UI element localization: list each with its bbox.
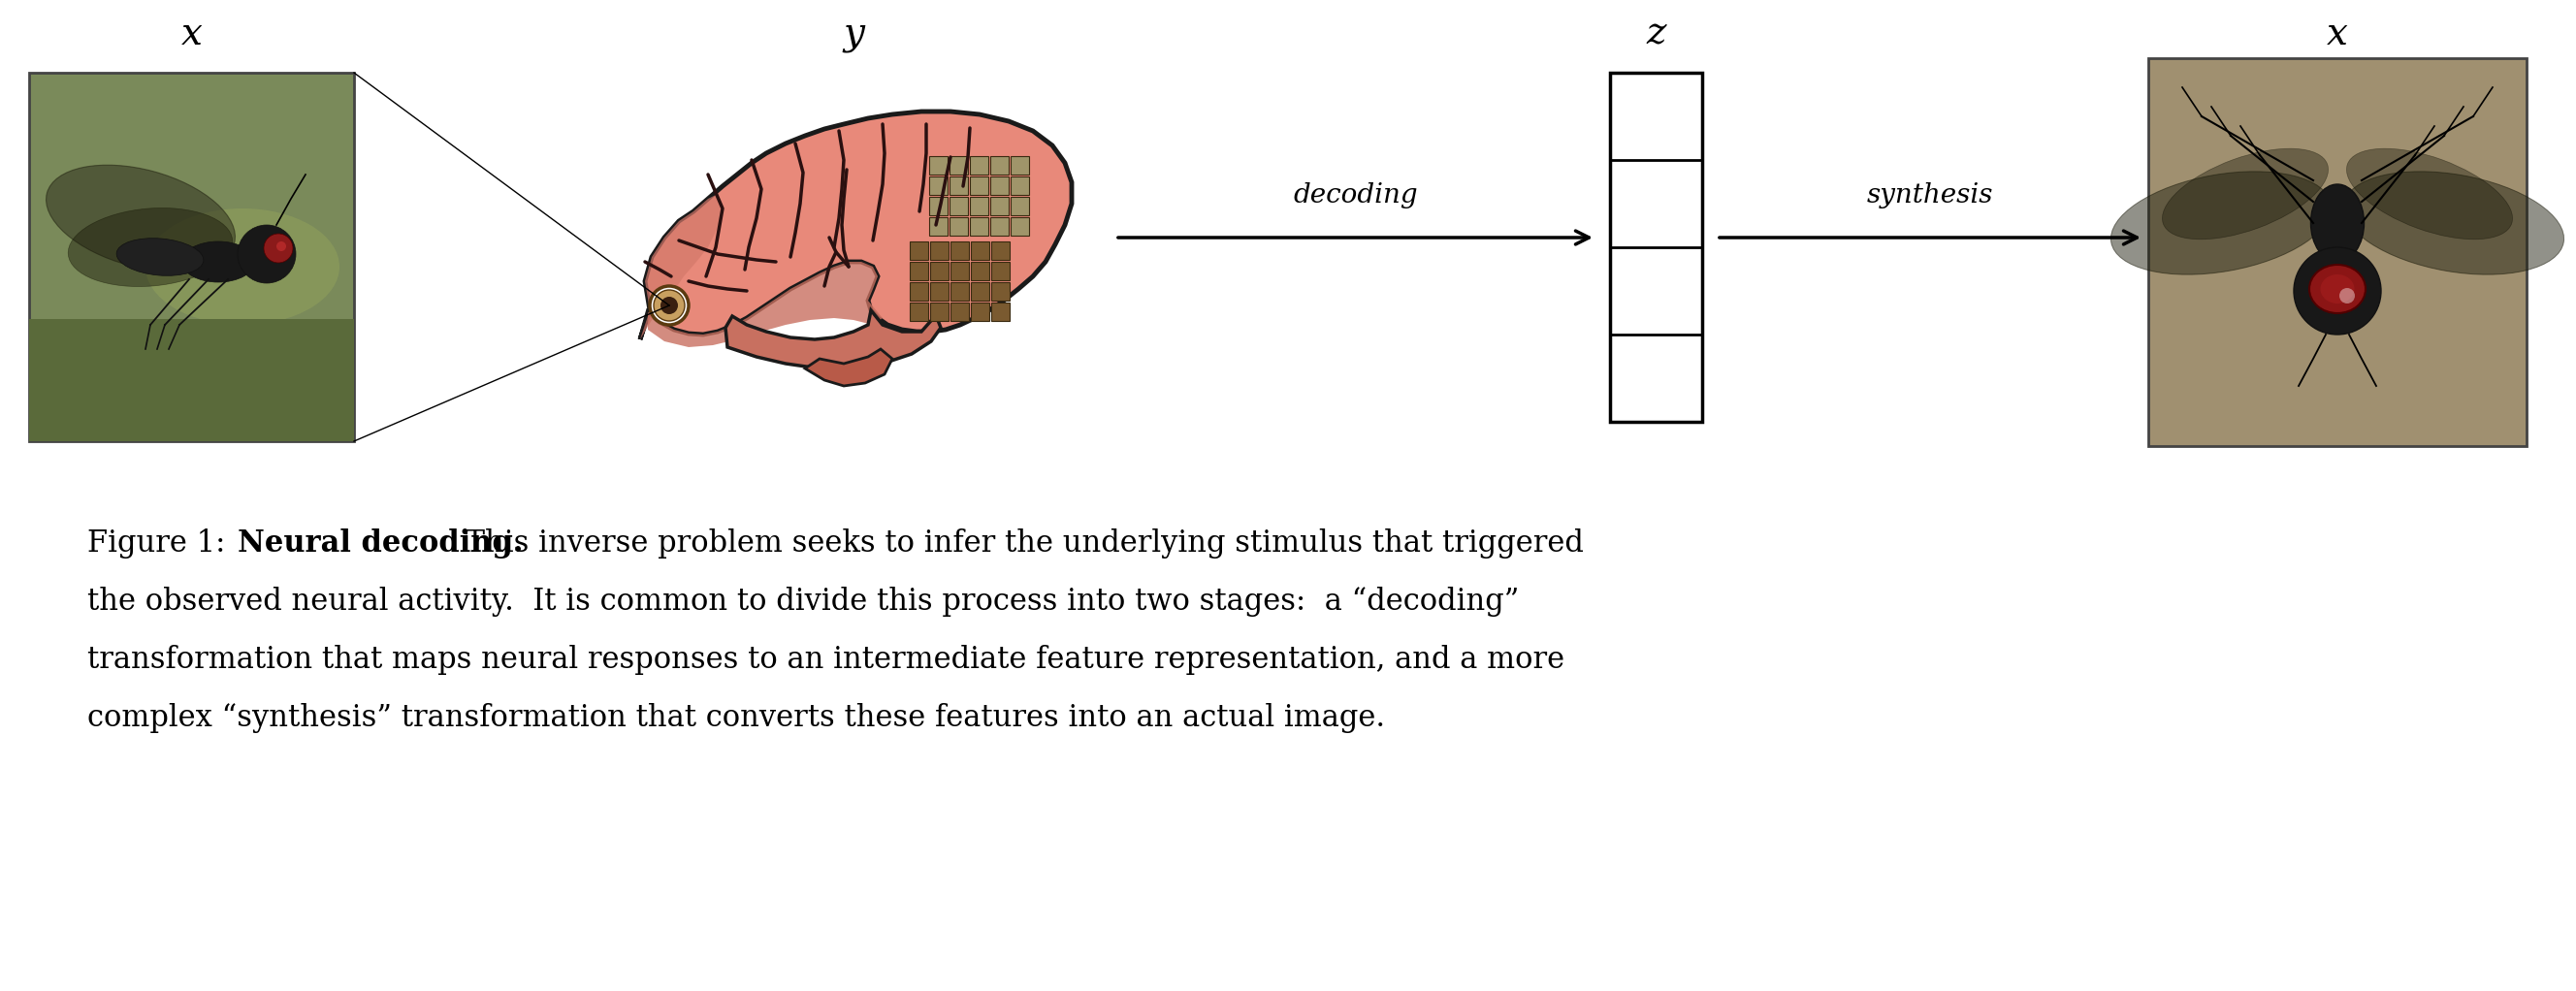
- Text: decoding: decoding: [1293, 182, 1417, 208]
- Text: complex “synthesis” transformation that converts these features into an actual i: complex “synthesis” transformation that …: [88, 703, 1386, 733]
- Bar: [951, 197, 969, 215]
- Bar: [951, 262, 969, 280]
- Bar: [989, 157, 1010, 174]
- Bar: [1010, 217, 1028, 236]
- Bar: [971, 197, 989, 215]
- Bar: [930, 217, 948, 236]
- Bar: [930, 282, 948, 300]
- Bar: [1610, 72, 1703, 422]
- Bar: [951, 176, 969, 195]
- Text: y: y: [842, 16, 863, 52]
- Text: ^: ^: [2326, 0, 2349, 13]
- Circle shape: [654, 290, 685, 321]
- Bar: [989, 197, 1010, 215]
- Bar: [930, 197, 948, 215]
- Text: x: x: [2326, 16, 2347, 52]
- Bar: [971, 157, 989, 174]
- Ellipse shape: [144, 208, 340, 325]
- Bar: [951, 282, 969, 300]
- Bar: [951, 302, 969, 321]
- Polygon shape: [649, 262, 884, 347]
- Ellipse shape: [116, 238, 204, 275]
- Bar: [971, 262, 989, 280]
- Text: synthesis: synthesis: [1868, 182, 1994, 208]
- Circle shape: [649, 286, 688, 325]
- Bar: [909, 282, 927, 300]
- Bar: [971, 176, 989, 195]
- Bar: [951, 242, 969, 260]
- Polygon shape: [726, 310, 940, 369]
- Ellipse shape: [2344, 171, 2563, 275]
- Bar: [992, 302, 1010, 321]
- Ellipse shape: [2308, 265, 2365, 313]
- Circle shape: [2293, 248, 2380, 335]
- Text: Figure 1:: Figure 1:: [88, 528, 234, 559]
- Text: This inverse problem seeks to infer the underlying stimulus that triggered: This inverse problem seeks to infer the …: [456, 528, 1584, 559]
- Bar: [992, 282, 1010, 300]
- Bar: [989, 217, 1010, 236]
- Bar: [909, 262, 927, 280]
- Ellipse shape: [46, 165, 234, 272]
- Bar: [951, 217, 969, 236]
- Bar: [909, 242, 927, 260]
- Ellipse shape: [2321, 275, 2354, 303]
- Polygon shape: [804, 349, 891, 385]
- Bar: [930, 262, 948, 280]
- Bar: [971, 282, 989, 300]
- Polygon shape: [639, 194, 721, 339]
- Bar: [989, 176, 1010, 195]
- Bar: [930, 176, 948, 195]
- Text: the observed neural activity.  It is common to divide this process into two stag: the observed neural activity. It is comm…: [88, 587, 1520, 616]
- Bar: [28, 72, 353, 441]
- Bar: [930, 302, 948, 321]
- Ellipse shape: [2311, 184, 2365, 262]
- Circle shape: [2339, 288, 2354, 303]
- Bar: [971, 217, 989, 236]
- Bar: [951, 157, 969, 174]
- Bar: [992, 242, 1010, 260]
- Bar: [930, 157, 948, 174]
- Polygon shape: [639, 112, 1072, 339]
- Bar: [1010, 176, 1028, 195]
- Circle shape: [263, 234, 294, 263]
- Text: x: x: [180, 16, 201, 52]
- Ellipse shape: [183, 242, 255, 282]
- Bar: [971, 242, 989, 260]
- Bar: [930, 242, 948, 260]
- Circle shape: [659, 296, 677, 314]
- Circle shape: [237, 225, 296, 283]
- Text: transformation that maps neural responses to an intermediate feature representat: transformation that maps neural response…: [88, 645, 1564, 675]
- Ellipse shape: [67, 208, 232, 286]
- Bar: [1010, 197, 1028, 215]
- Circle shape: [276, 242, 286, 251]
- Bar: [1010, 157, 1028, 174]
- Ellipse shape: [2161, 149, 2329, 239]
- Bar: [28, 319, 353, 441]
- Ellipse shape: [2110, 171, 2331, 275]
- Text: z: z: [1646, 16, 1667, 52]
- Bar: [992, 262, 1010, 280]
- Ellipse shape: [2347, 149, 2512, 239]
- Bar: [909, 302, 927, 321]
- Bar: [971, 302, 989, 321]
- Text: Neural decoding.: Neural decoding.: [237, 528, 523, 559]
- Bar: [2148, 58, 2527, 446]
